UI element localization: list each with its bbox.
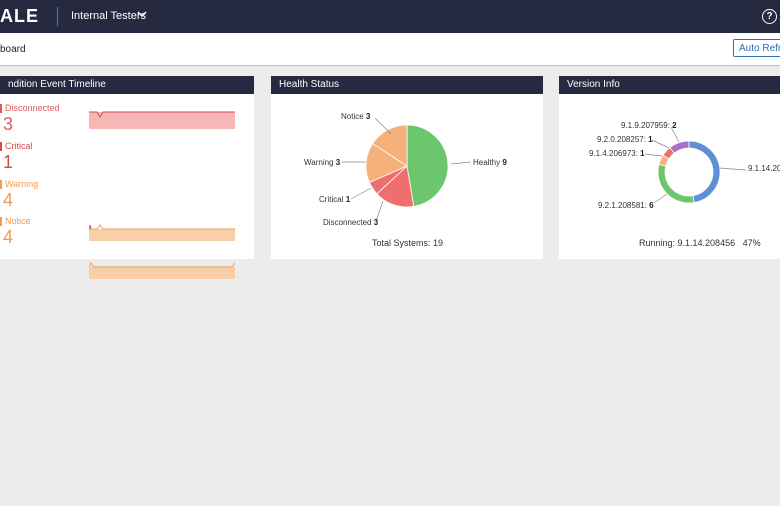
legend-swatch [0,217,2,226]
app-logo[interactable]: ALE [0,6,39,26]
donut-label-v3: 9.1.4.206973: 1 [589,149,645,158]
timeline-label: Disconnected [5,103,60,113]
page-header-bar: board Auto Refresh [0,33,780,66]
leader-line [350,187,372,200]
pie-label-warning: Warning 3 [304,158,341,167]
timeline-row-critical: Critical 1 [0,138,254,174]
slice-healthy[interactable] [406,124,449,207]
health-status-panel: Health Status Notice 3 Warning 3 Critica… [271,76,543,259]
panel-title: Health Status [271,76,543,94]
pie-label-healthy: Healthy 9 [473,158,507,167]
timeline-label: Critical [5,141,33,151]
timeline-row-notice: Notice 4 [0,213,254,249]
timeline-count: 4 [3,227,14,247]
pie-label-disconnected: Disconnected 3 [323,218,379,227]
slice-9-1-14-208456[interactable] [688,140,721,204]
slice-9-1-9-207959[interactable] [669,140,690,154]
leader-line [375,200,384,222]
slice-9-2-1-208581[interactable] [657,163,695,204]
leader-line [670,126,680,143]
panel-title: ndition Event Timeline [0,76,254,94]
donut-label-v2: 9.2.0.208257: 1 [597,135,653,144]
legend-swatch [0,104,2,113]
sparkline [89,262,236,279]
timeline-label: Warning [5,179,39,189]
donut-label-v5: 9.2.1.208581: 6 [598,201,654,210]
sparkline [89,111,235,129]
total-systems: Total Systems: 19 [372,238,444,248]
timeline-row-disconnected: Disconnected 3 [0,100,254,136]
donut-label-v1: 9.1.9.207959: 2 [621,121,677,130]
topbar-divider [57,7,58,26]
version-donut-chart[interactable] [559,76,780,259]
pie-label-notice: Notice 3 [341,112,371,121]
leader-line [374,117,392,135]
leader-line [718,167,747,171]
leader-line [653,193,668,204]
chevron-down-icon[interactable] [137,9,147,19]
donut-label-v4: 9.1.14.208456 [748,164,780,173]
condition-event-timeline-panel: ndition Event Timeline Disconnected 3 Cr… [0,76,254,279]
timeline-count: 4 [3,190,14,210]
timeline-count: 3 [3,114,14,134]
leader-line [450,161,472,165]
health-pie-chart[interactable] [271,76,543,259]
help-icon[interactable]: ? [762,9,777,24]
leader-line [644,153,663,157]
running-version: Running: 9.1.14.208456 47% [639,238,761,248]
auto-refresh-button[interactable]: Auto Refresh [733,39,780,57]
legend-swatch [0,180,2,189]
timeline-row-warning: Warning 4 [0,176,254,212]
timeline-label: Notice [5,216,31,226]
sparkline [89,224,235,241]
pie-label-critical: Critical 1 [319,195,351,204]
top-navigation-bar: ALE Internal Testers ? [0,0,780,33]
version-info-panel: Version Info 9.1.9.207959: 2 9.2.0.20825… [559,76,780,259]
org-selector-label[interactable]: Internal Testers [71,10,147,22]
legend-swatch [0,142,2,151]
leader-line [651,139,670,149]
page-title: board [0,44,26,55]
panel-title: Version Info [559,76,780,94]
slice-notice[interactable] [372,124,408,167]
timeline-count: 1 [3,152,14,172]
